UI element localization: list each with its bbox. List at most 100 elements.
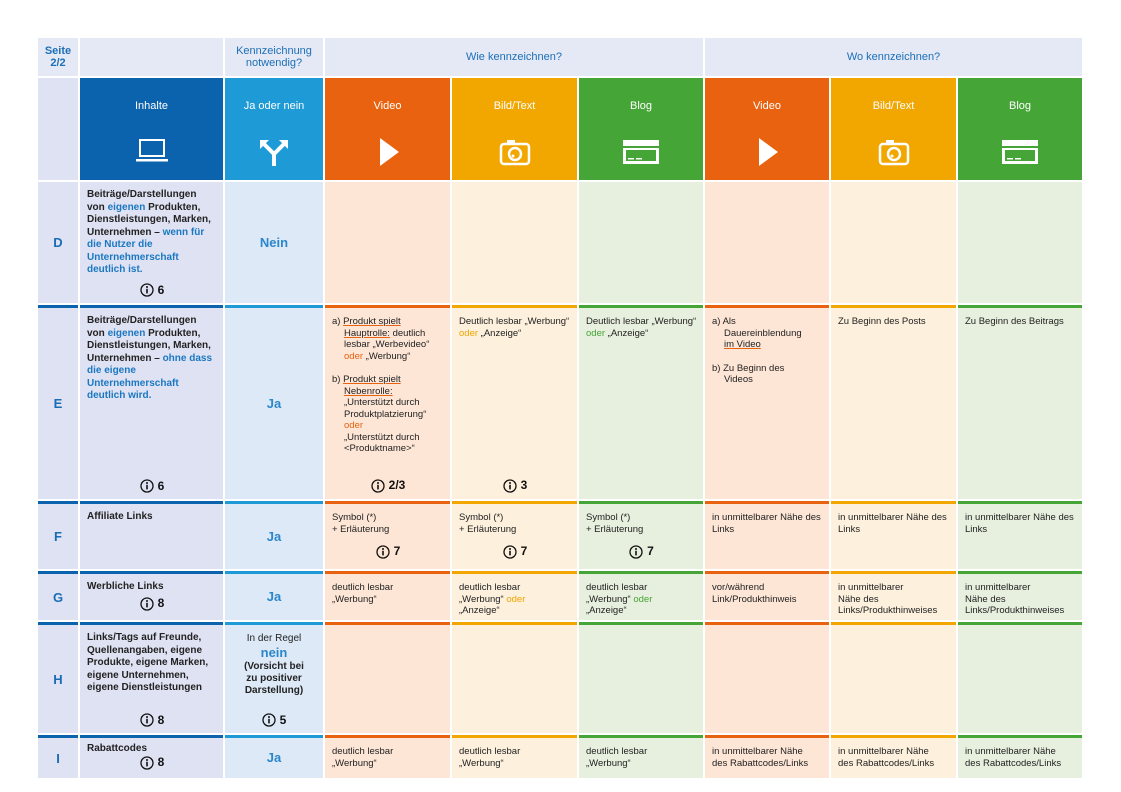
text: „Werbung“ [332, 757, 377, 769]
cell [831, 622, 956, 733]
shape: Wie kennzeichnen? [325, 38, 703, 76]
shape [507, 146, 522, 162]
info-icon [140, 479, 154, 493]
colhead: Blog [579, 78, 703, 180]
text: b) [712, 362, 721, 374]
text: „Werbung“ [332, 593, 377, 605]
text: Produkt spielt Hauptrolle: [343, 316, 401, 339]
shape [145, 288, 148, 294]
text: Produkt spielt Nebenrolle: [343, 374, 401, 397]
letter: H [38, 622, 78, 733]
info-icon [503, 545, 517, 559]
info: 8 [140, 755, 164, 770]
letter: I [38, 735, 78, 778]
note: (Vorsicht bei zu positiver Darstellung) [244, 661, 304, 696]
text: „Anzeige“ [586, 605, 627, 616]
shape [503, 545, 517, 559]
text: Video [753, 100, 781, 112]
cell: a) Als Dauereinblendung im Video b) Zu Be… [705, 305, 829, 499]
text: vor/während Link/Produkthinweis [712, 582, 797, 605]
text: Produkten, Dienstleistungen, Marken, Unt… [87, 327, 211, 364]
shape [262, 142, 286, 166]
info: 6 [140, 283, 164, 297]
text: „Anzeige“ [459, 605, 500, 616]
cell [831, 182, 956, 303]
cell [579, 182, 703, 303]
text: deutlich lesbar [459, 746, 521, 757]
cell: in unmittelbarer Nähe des Links [958, 501, 1082, 569]
table: Seite 2/2 Kennzeichnung notwendig? Wie ke… [38, 38, 1082, 778]
text: Video [373, 100, 402, 112]
text: Produkten, Dienstleistungen, Marken, Unt… [87, 201, 211, 238]
laptop-icon [135, 139, 168, 162]
camera-icon [878, 140, 909, 166]
shape [508, 482, 511, 484]
info-number: 7 [520, 544, 528, 559]
play-icon [379, 138, 399, 166]
info: 2/3 [371, 478, 406, 493]
letter: D [38, 182, 78, 303]
text: in unmittelbarer Nähe des Links/Produkth… [965, 582, 1065, 616]
cell: deutlich lesbar „Werbung“ [452, 735, 577, 778]
shape [1007, 158, 1013, 160]
text: „Unterstützt durch <Produktname>“ [344, 431, 420, 455]
shape [135, 159, 168, 162]
play-icon [759, 138, 778, 166]
ans: Ja [266, 589, 282, 604]
shape [1002, 146, 1038, 148]
info-icon [503, 479, 517, 493]
info-icon [629, 545, 643, 559]
para: a) Produkt spielt Hauptrolle: deutlich l… [332, 316, 444, 362]
shape [635, 548, 638, 550]
shape [890, 154, 893, 158]
text: Deutlich lesbar „Werbung“ [459, 316, 570, 327]
cell: Zu Beginn des Beitrags [958, 305, 1082, 499]
shape [629, 545, 643, 559]
cell: deutlich lesbar „Werbung“ oder „Anzeige“ [579, 571, 703, 620]
info: 6 [140, 479, 164, 493]
info-icon [371, 479, 385, 493]
text: deutlich lesbar [332, 582, 394, 593]
shape [381, 548, 384, 550]
shape [636, 158, 642, 160]
shape [376, 484, 379, 490]
text: in unmittelbarer Nähe des Rabattcodes/Li… [965, 746, 1062, 769]
cell: Symbol (*) + Erläuterung 7 [325, 501, 450, 569]
text: Rabattcodes [87, 743, 148, 754]
cell: deutlich lesbar „Werbung“ [325, 735, 450, 778]
colhead: Inhalte [80, 78, 223, 180]
info-icon [140, 596, 154, 611]
text: oder [459, 327, 479, 339]
cell [325, 182, 450, 303]
shape: Seite 2/2 [38, 38, 78, 76]
shape [145, 482, 148, 484]
cell [958, 182, 1082, 303]
colhead: Video [325, 78, 450, 180]
text: Inhalte [134, 100, 169, 112]
text: deutlich lesbar „Werbevideo“ [344, 327, 430, 351]
cell: in unmittelbarer Nähe des Rabattcodes/Li… [831, 735, 956, 778]
text: „Werbung“ [459, 757, 504, 769]
content: Werbliche Links 8 [80, 571, 223, 620]
text: Links/Tags auf Freunde, Quellenangaben, … [87, 632, 209, 693]
shape [623, 146, 659, 148]
required: Kennzeichnung notwendig? [236, 45, 312, 69]
text: eigenen [107, 327, 146, 339]
text: Werbliche Links [87, 581, 164, 592]
shape [626, 150, 656, 161]
shape [379, 138, 399, 166]
text: in unmittelbarer Nähe des Rabattcodes/Li… [838, 746, 935, 769]
ans: Nein [259, 234, 289, 250]
info-icon [140, 713, 154, 727]
text: Ja oder nein [243, 100, 305, 112]
content: Links/Tags auf Freunde, Quellenangaben, … [80, 622, 223, 733]
text: oder [586, 327, 606, 339]
shape [260, 140, 288, 149]
info-number: 2/3 [388, 478, 406, 493]
shape [145, 484, 148, 490]
shape [885, 140, 894, 145]
text: Deutlich lesbar „Werbung“ [586, 316, 697, 327]
cell: deutlich lesbar „Werbung“ [579, 735, 703, 778]
info-number: 8 [157, 712, 165, 727]
shape [145, 716, 148, 718]
